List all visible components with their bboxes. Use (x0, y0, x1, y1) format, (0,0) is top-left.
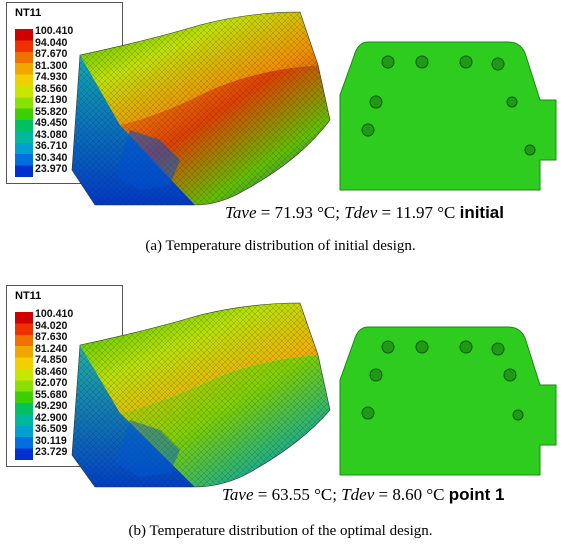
cover-plate-model (339, 41, 557, 191)
tave-label: Tave (225, 203, 257, 222)
legend-value: 42.900 (35, 411, 68, 424)
design-tag: point 1 (448, 485, 505, 504)
legend-value: 87.630 (35, 331, 68, 343)
thermal-mesh-model (71, 302, 331, 488)
tdev-value: = 8.60 °C (374, 485, 445, 504)
panel-optimal-design: NT11 100.410 94.020 87.630 81.240 74.850… (0, 275, 561, 515)
legend-value: 23.970 (35, 163, 68, 175)
legend-values: 100.410 94.020 87.630 81.240 74.850 68.4… (35, 308, 121, 459)
bolt-hole-icon (512, 409, 524, 421)
panel-initial-design: NT11 100.410 94.040 87.670 81.300 74.930… (0, 0, 561, 240)
legend-value: 94.020 (35, 319, 68, 332)
legend-value: 30.340 (35, 151, 68, 164)
legend-value: 100.410 (35, 25, 74, 37)
legend-value: 81.300 (35, 59, 68, 72)
legend-color-bar (15, 312, 33, 460)
bolt-hole-icon (459, 340, 473, 354)
legend-value: 49.290 (35, 400, 68, 412)
design-tag: initial (459, 203, 504, 222)
legend-color-bar (15, 29, 33, 177)
temperature-stats: Tave = 71.93 °C; Tdev = 11.97 °C initial (225, 203, 504, 223)
legend-value: 68.460 (35, 365, 68, 378)
bolt-hole-icon (524, 144, 536, 156)
tave-value: = 63.55 °C; (253, 485, 337, 504)
bolt-hole-icon (459, 55, 473, 69)
legend-value: 62.070 (35, 377, 68, 389)
bolt-hole-icon (361, 406, 375, 420)
bolt-hole-icon (381, 340, 395, 354)
legend-value: 23.729 (35, 446, 68, 458)
bolt-hole-icon (491, 57, 505, 71)
legend-value: 49.450 (35, 117, 68, 129)
bolt-hole-icon (361, 123, 375, 137)
legend-value: 87.670 (35, 48, 68, 60)
legend-values: 100.410 94.040 87.670 81.300 74.930 68.5… (35, 25, 121, 176)
legend-value: 68.560 (35, 82, 68, 95)
bolt-hole-icon (381, 55, 395, 69)
bolt-hole-icon (415, 340, 429, 354)
legend-title: NT11 (15, 7, 42, 19)
legend-value: 94.040 (35, 36, 68, 49)
bolt-hole-icon (415, 55, 429, 69)
thermal-mesh-model (71, 11, 331, 206)
legend-value: 36.710 (35, 140, 68, 152)
bolt-hole-icon (506, 96, 518, 108)
cover-plate-model (339, 326, 557, 476)
tdev-label: Tdev (341, 485, 375, 504)
bolt-hole-icon (369, 95, 383, 109)
caption-optimal: (b) Temperature distribution of the opti… (128, 523, 433, 539)
tdev-label: Tdev (344, 203, 378, 222)
legend-value: 62.190 (35, 94, 68, 106)
legend-value: 74.930 (35, 71, 68, 83)
legend-value: 55.680 (35, 388, 68, 401)
tdev-value: = 11.97 °C (377, 203, 456, 222)
legend-value: 74.850 (35, 354, 68, 366)
bolt-hole-icon (369, 368, 383, 382)
bolt-hole-icon (503, 368, 517, 382)
legend-value: 55.820 (35, 105, 68, 118)
tave-value: = 71.93 °C; (256, 203, 340, 222)
legend-value: 100.410 (35, 308, 74, 320)
legend-value: 81.240 (35, 342, 68, 355)
legend-value: 30.119 (35, 434, 67, 447)
temperature-stats: Tave = 63.55 °C; Tdev = 8.60 °C point 1 (222, 485, 504, 505)
caption-initial: (a) Temperature distribution of initial … (145, 238, 416, 254)
tave-label: Tave (222, 485, 254, 504)
legend-title: NT11 (15, 290, 42, 302)
legend-value: 43.080 (35, 128, 68, 141)
bolt-hole-icon (491, 342, 505, 356)
legend-value: 36.509 (35, 423, 68, 435)
